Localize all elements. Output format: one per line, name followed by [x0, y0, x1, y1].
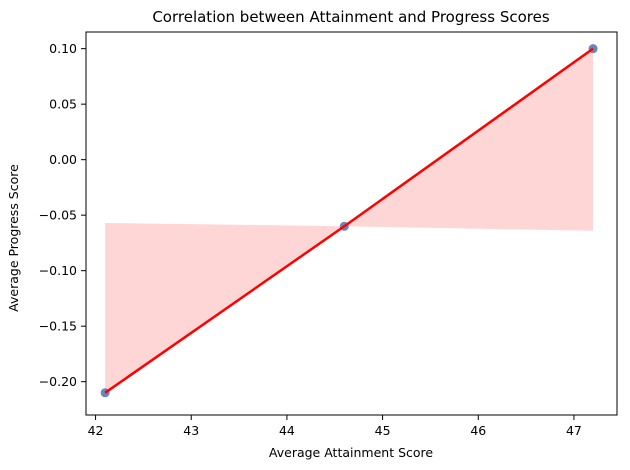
x-axis: 42 43 44 45 46 47	[88, 415, 582, 438]
y-tick-label: 0.10	[49, 41, 77, 56]
x-axis-label: Average Attainment Score	[269, 445, 433, 460]
y-axis-label: Average Progress Score	[6, 164, 21, 312]
plot-frame	[85, 31, 618, 416]
x-tick-label: 46	[470, 423, 486, 438]
x-tick-label: 45	[375, 423, 391, 438]
y-tick-label: 0.00	[49, 152, 77, 167]
x-tick-label: 43	[183, 423, 199, 438]
regression-line	[104, 47, 594, 394]
x-tick-label: 47	[566, 423, 582, 438]
plot-area	[85, 31, 618, 416]
y-tick-label: −0.20	[39, 374, 77, 389]
x-tick-label: 42	[88, 423, 104, 438]
y-axis: −0.20 −0.15 −0.10 −0.05 0.00 0.05 0.10	[39, 41, 86, 389]
y-tick-label: −0.10	[39, 263, 77, 278]
y-tick-label: −0.05	[39, 208, 77, 223]
x-tick-label: 44	[279, 423, 295, 438]
y-tick-label: 0.05	[49, 97, 77, 112]
chart-title: Correlation between Attainment and Progr…	[152, 8, 550, 26]
y-tick-label: −0.15	[39, 319, 77, 334]
